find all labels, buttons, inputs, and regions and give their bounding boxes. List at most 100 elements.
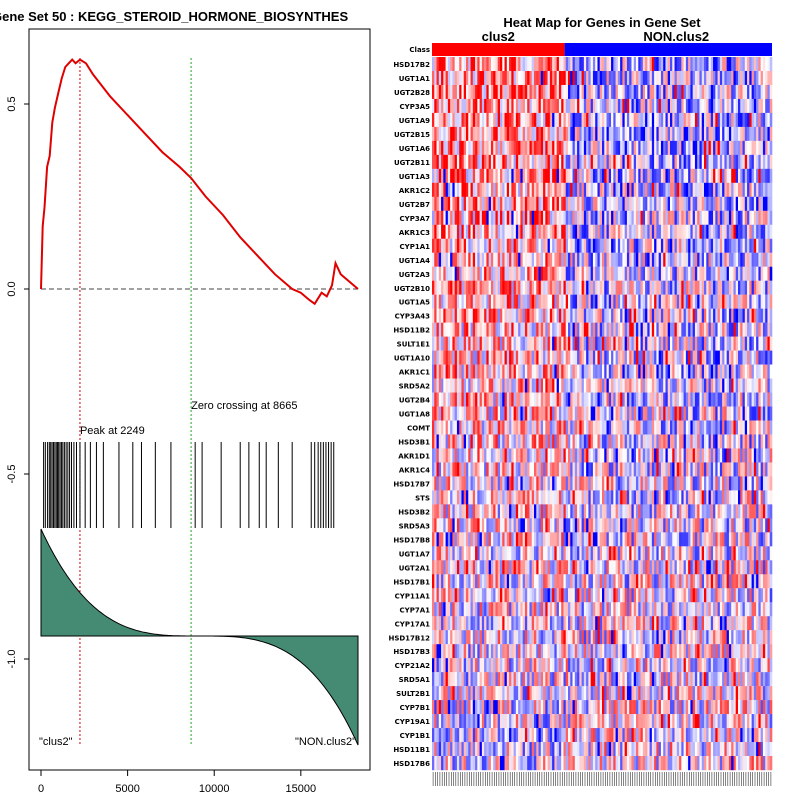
heatmap-cell bbox=[456, 322, 460, 337]
heatmap-cell bbox=[624, 154, 628, 170]
heatmap-cell bbox=[513, 336, 517, 351]
heatmap-cell bbox=[631, 490, 635, 505]
heatmap-cell bbox=[760, 420, 764, 435]
heatmap-cell bbox=[447, 434, 451, 449]
heatmap-cell bbox=[765, 168, 768, 184]
heatmap-cell bbox=[472, 448, 476, 463]
heatmap-cell bbox=[463, 126, 467, 142]
heatmap-cell bbox=[708, 154, 712, 170]
heatmap-cell bbox=[432, 210, 435, 225]
heatmap-cell bbox=[531, 294, 535, 309]
heatmap-cell bbox=[604, 378, 607, 393]
heatmap-cell bbox=[645, 448, 648, 463]
heatmap-cell bbox=[679, 434, 682, 449]
heatmap-cell bbox=[443, 448, 446, 463]
heatmap-cell bbox=[488, 462, 492, 477]
heatmap-cell bbox=[558, 224, 562, 239]
heatmap-cell bbox=[590, 57, 594, 72]
heatmap-cell bbox=[735, 252, 739, 267]
heatmap-cell bbox=[617, 266, 621, 281]
heatmap-cell bbox=[511, 112, 514, 128]
heatmap-cell bbox=[670, 434, 673, 449]
heatmap-cell bbox=[563, 154, 567, 170]
heatmap-cell bbox=[592, 490, 596, 505]
heatmap-cell bbox=[481, 266, 485, 281]
heatmap-cell bbox=[717, 364, 721, 379]
heatmap-cell bbox=[527, 70, 530, 86]
heatmap-cell bbox=[667, 70, 671, 86]
heatmap-cell bbox=[626, 70, 630, 86]
heatmap-cell bbox=[506, 266, 510, 281]
heatmap-cell bbox=[704, 406, 707, 421]
heatmap-cell bbox=[531, 490, 535, 505]
heatmap-cell bbox=[595, 238, 598, 253]
heatmap-cell bbox=[581, 462, 585, 477]
heatmap-cell bbox=[577, 57, 580, 72]
heatmap-cell bbox=[613, 70, 616, 86]
heatmap-cell bbox=[595, 70, 598, 86]
heatmap-cell bbox=[513, 490, 517, 505]
heatmap-cell bbox=[765, 448, 768, 463]
heatmap-cell bbox=[486, 392, 489, 407]
heatmap-cell bbox=[710, 392, 714, 407]
heatmap-cell bbox=[452, 490, 455, 505]
heatmap-cell bbox=[574, 252, 578, 267]
heatmap-cell bbox=[574, 308, 578, 323]
heatmap-cell bbox=[552, 98, 555, 114]
heatmap-cell bbox=[504, 98, 508, 114]
heatmap-cell bbox=[758, 448, 761, 463]
heatmap-cell bbox=[706, 98, 709, 114]
heatmap-cell bbox=[568, 504, 571, 519]
heatmap-cell bbox=[493, 112, 496, 128]
heatmap-cell bbox=[470, 112, 474, 128]
heatmap-cell bbox=[549, 462, 553, 477]
heatmap-cell bbox=[733, 84, 737, 100]
heatmap-cell bbox=[552, 350, 555, 365]
heatmap-cell bbox=[681, 252, 684, 267]
heatmap-cell bbox=[633, 308, 637, 323]
heatmap-cell bbox=[579, 196, 582, 211]
heatmap-cell bbox=[758, 308, 761, 323]
heatmap-cell bbox=[599, 98, 603, 114]
heatmap-cell bbox=[713, 168, 716, 184]
heatmap-cell bbox=[563, 350, 567, 365]
heatmap-cell bbox=[438, 490, 442, 505]
heatmap-cell bbox=[620, 140, 623, 156]
heatmap-cell bbox=[486, 112, 489, 128]
heatmap-cell bbox=[640, 280, 644, 295]
heatmap-cell bbox=[636, 210, 639, 225]
heatmap-cell bbox=[624, 126, 628, 142]
heatmap-cell bbox=[592, 98, 596, 114]
heatmap-cell bbox=[561, 336, 564, 351]
heatmap-cell bbox=[615, 57, 619, 72]
heatmap-cell bbox=[683, 336, 687, 351]
heatmap-cell bbox=[493, 336, 496, 351]
heatmap-cell bbox=[599, 252, 603, 267]
heatmap-cell bbox=[692, 392, 696, 407]
heatmap-cell bbox=[595, 406, 598, 421]
heatmap-cell bbox=[645, 434, 648, 449]
heatmap-cell bbox=[583, 84, 587, 100]
heatmap-cell bbox=[742, 140, 746, 156]
heatmap-cell bbox=[583, 490, 587, 505]
heatmap-cell bbox=[563, 294, 567, 309]
heatmap-cell bbox=[733, 462, 737, 477]
heatmap-cell bbox=[565, 280, 569, 295]
heatmap-cell bbox=[443, 112, 446, 128]
heatmap-cell bbox=[679, 210, 682, 225]
heatmap-cell bbox=[522, 140, 526, 156]
heatmap-cell bbox=[740, 392, 743, 407]
heatmap-cell bbox=[561, 476, 564, 491]
heatmap-cell bbox=[445, 490, 449, 505]
heatmap-cell bbox=[667, 406, 671, 421]
heatmap-cell bbox=[642, 210, 646, 225]
heatmap-cell bbox=[658, 406, 662, 421]
heatmap-cell bbox=[751, 462, 755, 477]
heatmap-cell bbox=[536, 392, 539, 407]
heatmap-cell bbox=[531, 406, 535, 421]
heatmap-cell bbox=[588, 266, 591, 281]
heatmap-cell bbox=[738, 168, 741, 184]
heatmap-cell bbox=[608, 224, 612, 239]
heatmap-cell bbox=[747, 196, 750, 211]
heatmap-cell bbox=[738, 252, 741, 267]
